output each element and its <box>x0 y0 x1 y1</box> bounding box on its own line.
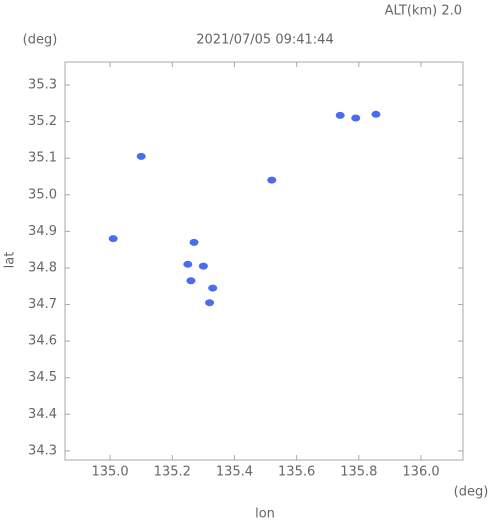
echo-cell <box>189 238 199 246</box>
y-tick-label: 34.9 <box>28 224 57 239</box>
echo-cell <box>183 260 193 268</box>
y-tick-label: 34.3 <box>28 443 57 458</box>
echo-cell <box>371 110 381 118</box>
y-tick-label: 34.4 <box>28 407 57 422</box>
echo-cell <box>198 262 208 270</box>
echo-cell <box>208 284 218 292</box>
echo-cell <box>335 111 345 119</box>
y-tick-label: 34.8 <box>28 260 57 275</box>
x-tick-label: 135.4 <box>216 465 253 480</box>
x-tick-label: 135.2 <box>154 465 191 480</box>
y-tick-label: 35.3 <box>28 78 57 93</box>
altitude-label: ALT(km) 2.0 <box>385 4 462 19</box>
echo-cell <box>267 176 277 184</box>
y-tick-label: 35.2 <box>28 114 57 129</box>
y-axis-label: lat <box>3 252 18 269</box>
y-tick-label: 34.6 <box>28 334 57 349</box>
echo-cell <box>186 277 196 285</box>
echo-cell <box>136 152 146 160</box>
x-axis-label: lon <box>255 507 275 521</box>
y-tick-label: 34.7 <box>28 297 57 312</box>
x-unit: (deg) <box>454 485 489 500</box>
y-tick-label: 35.1 <box>28 151 57 166</box>
echo-cell <box>108 235 118 243</box>
chart-title: 2021/07/05 09:41:44 <box>196 33 333 48</box>
y-tick-label: 34.5 <box>28 370 57 385</box>
x-tick-label: 135.0 <box>91 465 128 480</box>
y-unit: (deg) <box>23 33 58 48</box>
y-tick-label: 35.0 <box>28 187 57 202</box>
echo-cell <box>351 114 361 122</box>
x-tick-label: 136.0 <box>402 465 439 480</box>
x-tick-label: 135.6 <box>278 465 315 480</box>
plot-frame <box>64 61 464 461</box>
echo-cell <box>205 299 215 307</box>
x-tick-label: 135.8 <box>340 465 377 480</box>
